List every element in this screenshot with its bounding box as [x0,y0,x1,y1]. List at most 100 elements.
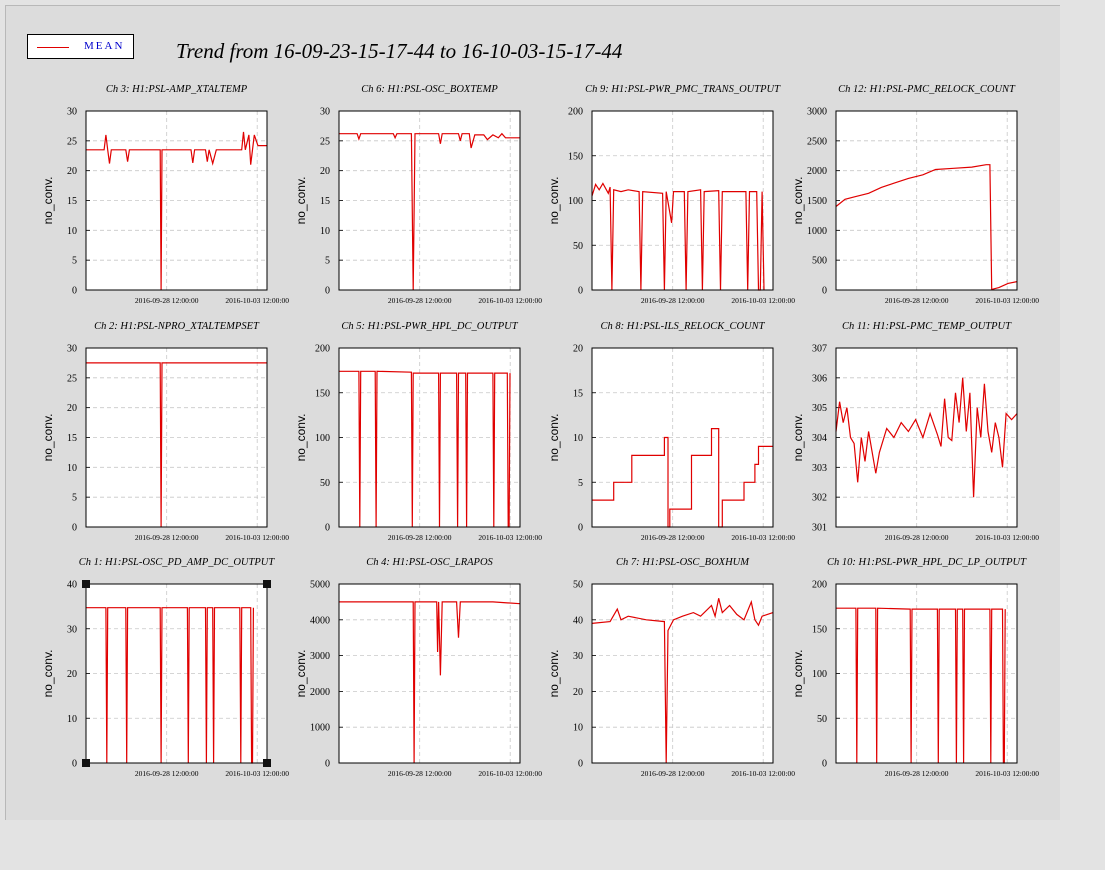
y-tick-label: 20 [67,166,77,177]
series-line [86,131,267,291]
y-tick-label: 2000 [807,166,827,177]
plot-frame [85,110,268,291]
selection-handle [263,759,271,767]
y-tick-label: 200 [568,107,583,118]
selection-handle [263,580,271,588]
y-tick-label: 304 [812,433,827,444]
x-tick-label: 2016-10-03 12:00:00 [478,533,542,542]
plot-frame [591,583,774,764]
y-tick-label: 301 [812,523,827,534]
chart-6: 0 50 100 150 200 2016-09-28 12:00:00 2016-10-0… [294,321,542,542]
chart-8: 301 302 303 304 305 306 307 2016-09-28 12:00:00… [791,321,1039,542]
selection-handle [82,759,90,767]
y-tick-label: 25 [320,136,330,147]
chart-3: 0 50 100 150 200 2016-09-28 12:00:00 2016-10-0… [547,84,795,305]
x-tick-label: 2016-10-03 12:00:00 [225,296,289,305]
chart-title: Ch 11: H1:PSL-PMC_TEMP_OUTPUT [842,321,1012,332]
y-tick-label: 2000 [310,687,330,698]
y-axis-label: no_conv. [547,414,561,462]
y-tick-label: 10 [320,226,330,237]
y-tick-label: 5 [578,478,583,489]
y-tick-label: 15 [67,433,77,444]
y-tick-label: 307 [812,344,827,355]
legend-label: MEAN [84,40,125,52]
y-tick-label: 0 [325,523,330,534]
chart-7: 0 5 10 15 20 2016-09-28 12:00:00 2016-10-03 12… [547,321,795,542]
series-line [591,182,765,291]
x-tick-label: 2016-09-28 12:00:00 [641,296,705,305]
x-tick-label: 2016-09-28 12:00:00 [885,769,949,778]
x-tick-label: 2016-09-28 12:00:00 [388,533,452,542]
y-tick-label: 0 [578,286,583,297]
y-tick-label: 305 [812,403,827,414]
selection-handle [82,580,90,588]
y-tick-label: 30 [67,107,77,118]
y-tick-label: 0 [72,286,77,297]
y-tick-label: 20 [67,403,77,414]
chart-12: 0 50 100 150 200 2016-09-28 12:00:00 2016-10-0… [791,557,1039,778]
y-tick-label: 10 [573,433,583,444]
y-tick-label: 200 [812,580,827,591]
chart-title: Ch 7: H1:PSL-OSC_BOXHUM [616,557,750,568]
y-tick-label: 200 [315,344,330,355]
main-title: Trend from 16-09-23-15-17-44 to 16-10-03… [176,39,623,63]
plot-area [592,348,773,527]
legend-line-swatch [37,47,69,48]
y-tick-label: 50 [320,478,330,489]
y-tick-label: 25 [67,136,77,147]
chart-9: 0 10 20 30 40 2016-09-28 12:00:00 2016-10-03 1… [41,557,289,778]
x-tick-label: 2016-10-03 12:00:00 [731,296,795,305]
y-tick-label: 306 [812,373,827,384]
y-axis-label: no_conv. [41,177,55,225]
y-tick-label: 50 [573,580,583,591]
chart-title: Ch 4: H1:PSL-OSC_LRAPOS [366,557,493,568]
y-axis-label: no_conv. [791,177,805,225]
plot-frame [591,110,774,291]
series-line [835,377,1018,498]
x-tick-label: 2016-10-03 12:00:00 [225,533,289,542]
x-tick-label: 2016-09-28 12:00:00 [641,533,705,542]
series-line [591,598,774,764]
y-tick-label: 4000 [310,615,330,626]
x-tick-label: 2016-10-03 12:00:00 [975,296,1039,305]
y-tick-label: 2500 [807,136,827,147]
y-tick-label: 20 [320,166,330,177]
plot-frame [338,110,521,291]
y-tick-label: 150 [568,151,583,162]
chart-5: 0 5 10 15 20 25 30 2016-09-28 12:00:00 2016-10-0… [41,321,289,542]
chart-title: Ch 8: H1:PSL-ILS_RELOCK_COUNT [601,321,766,332]
chart-title: Ch 2: H1:PSL-NPRO_XTALTEMPSET [94,321,260,332]
chart-title: Ch 12: H1:PSL-PMC_RELOCK_COUNT [838,84,1016,95]
x-tick-label: 2016-09-28 12:00:00 [885,296,949,305]
y-tick-label: 5 [72,256,77,267]
y-tick-label: 10 [67,226,77,237]
y-tick-label: 0 [72,523,77,534]
y-tick-label: 25 [67,373,77,384]
series-line [339,132,520,291]
chart-title: Ch 10: H1:PSL-PWR_HPL_DC_LP_OUTPUT [827,557,1027,568]
y-axis-label: no_conv. [791,650,805,698]
y-tick-label: 3000 [807,107,827,118]
chart-title: Ch 9: H1:PSL-PWR_PMC_TRANS_OUTPUT [585,84,781,95]
chart-title: Ch 5: H1:PSL-PWR_HPL_DC_OUTPUT [341,321,518,332]
chart-11: 0 10 20 30 40 50 2016-09-28 12:00:00 2016-10-03… [547,557,795,778]
y-tick-label: 30 [67,624,77,635]
x-tick-label: 2016-10-03 12:00:00 [225,769,289,778]
series-line [86,607,254,764]
x-tick-label: 2016-09-28 12:00:00 [135,769,199,778]
series-line [592,428,773,528]
plot-frame [338,583,521,764]
y-tick-label: 40 [573,615,583,626]
plot-area [86,111,267,290]
x-tick-label: 2016-10-03 12:00:00 [731,769,795,778]
series-line [339,601,521,764]
x-tick-label: 2016-10-03 12:00:00 [731,533,795,542]
y-axis-label: no_conv. [41,414,55,462]
y-tick-label: 10 [573,723,583,734]
series-line [835,164,1018,291]
legend: MEAN [27,34,134,59]
plot-frame [591,347,774,528]
y-tick-label: 0 [822,759,827,770]
y-axis-label: no_conv. [547,650,561,698]
